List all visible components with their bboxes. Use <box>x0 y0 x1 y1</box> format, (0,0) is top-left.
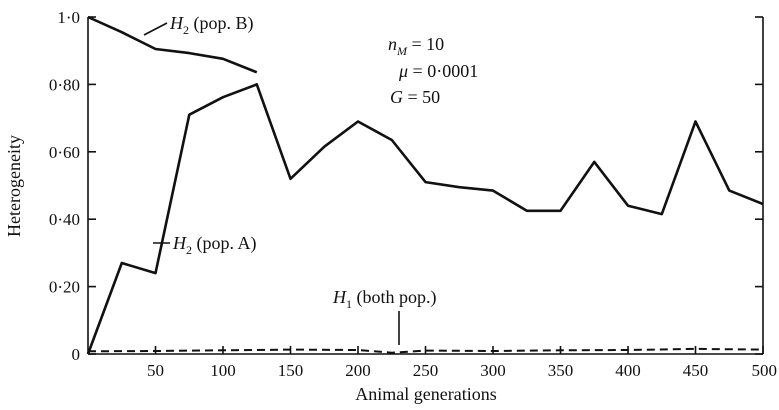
x-tick-label: 350 <box>548 361 574 380</box>
x-tick-label: 200 <box>345 361 371 380</box>
y-tick-label: 0·40 <box>49 210 80 229</box>
y-tick-label: 0·60 <box>49 143 80 162</box>
x-tick-label: 500 <box>752 361 778 380</box>
label-h1-both-pop: H1 (both pop.) <box>332 287 437 311</box>
x-tick-label: 400 <box>615 361 641 380</box>
x-tick-label: 300 <box>480 361 506 380</box>
param-g: G = 50 <box>390 87 440 107</box>
series-line-3 <box>87 347 764 354</box>
series-layer <box>86 15 764 355</box>
x-tick-label: 250 <box>413 361 439 380</box>
label-h2-pop-a: H2 (pop. A) <box>172 233 257 257</box>
leader-pop-b <box>143 22 168 36</box>
y-tick-label: 1·0 <box>57 8 80 27</box>
label-h2-pop-b: H2 (pop. B) <box>169 13 254 37</box>
x-tick-label: 100 <box>210 361 236 380</box>
x-tick-label: 50 <box>147 361 164 380</box>
param-n-m: nM = 10 <box>388 34 444 58</box>
y-tick-label: 0·20 <box>49 278 80 297</box>
x-ticks: 50 100 150 200 250 300 350 400 450 500 <box>147 346 777 380</box>
x-axis-title: Animal generations <box>355 384 496 404</box>
y-tick-label: 0·80 <box>49 75 80 94</box>
y-axis-title: Heterogeneity <box>4 135 24 237</box>
y-tick-label: 0 <box>72 345 81 364</box>
x-tick-label: 150 <box>278 361 304 380</box>
param-mu: μ = 0·0001 <box>398 61 478 81</box>
series-line-1 <box>87 15 258 74</box>
y-ticks: 0 0·20 0·40 0·60 0·80 1·0 <box>49 8 763 364</box>
x-tick-label: 450 <box>683 361 709 380</box>
series-line-2 <box>86 83 764 355</box>
